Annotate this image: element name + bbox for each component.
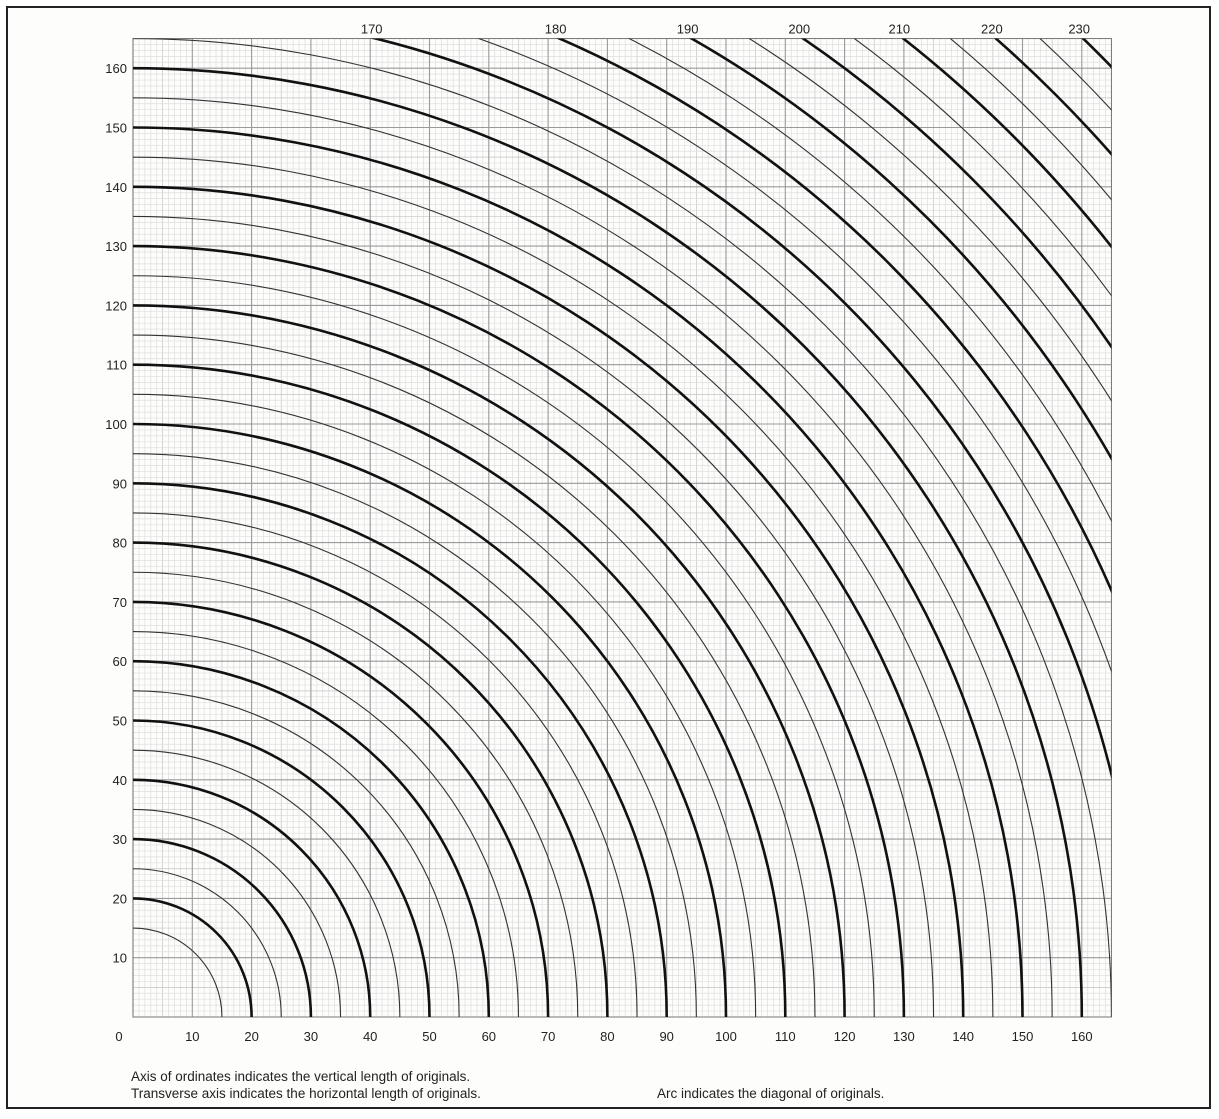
y-tick-label: 20 bbox=[113, 891, 127, 906]
minor-arc bbox=[133, 808, 342, 1018]
major-arc bbox=[800, 38, 1112, 350]
x-tick-label: 40 bbox=[363, 1029, 377, 1044]
x-tick-label: 50 bbox=[422, 1029, 436, 1044]
minor-arc bbox=[133, 571, 579, 1018]
major-arc bbox=[370, 38, 1112, 780]
x-tick-label: 120 bbox=[834, 1029, 856, 1044]
minor-arc bbox=[133, 215, 935, 1018]
major-arc bbox=[1081, 38, 1112, 69]
major-arc bbox=[133, 126, 1024, 1018]
y-tick-label: 70 bbox=[113, 595, 127, 610]
annotation-ordinates: Axis of ordinates indicates the vertical… bbox=[131, 1069, 471, 1084]
major-arc bbox=[688, 38, 1112, 462]
y-tick-label: 80 bbox=[113, 536, 127, 551]
annotation-arc: Arc indicates the diagonal of originals. bbox=[657, 1086, 885, 1101]
arc-label: 170 bbox=[361, 22, 383, 37]
arc-labels: 170 180 190 200 210 220 230 bbox=[361, 22, 1090, 37]
major-arc bbox=[133, 837, 313, 1018]
minor-arc bbox=[133, 690, 460, 1018]
arc-label: 210 bbox=[888, 22, 910, 37]
x-tick-label: 110 bbox=[775, 1029, 796, 1044]
y-tick-label: 10 bbox=[113, 951, 127, 966]
arc-label: 190 bbox=[677, 22, 699, 37]
major-arc bbox=[133, 719, 431, 1018]
x-tick-label: 140 bbox=[952, 1029, 974, 1044]
y-tick-label: 50 bbox=[113, 714, 127, 729]
major-arc bbox=[133, 659, 491, 1018]
x-tick-label: 160 bbox=[1071, 1029, 1093, 1044]
major-arc bbox=[901, 38, 1112, 249]
minor-arc bbox=[133, 156, 994, 1018]
y-tick-label: 160 bbox=[105, 61, 127, 76]
arcs-group bbox=[133, 38, 1112, 1018]
y-tick-labels: 10 20 30 40 50 60 70 80 90 100 110 120 130 140 150 160 bbox=[105, 61, 127, 966]
y-tick-label: 130 bbox=[105, 239, 127, 254]
arc-label: 230 bbox=[1068, 22, 1090, 37]
major-arc bbox=[133, 600, 550, 1018]
major-arc bbox=[133, 422, 728, 1018]
y-tick-label: 120 bbox=[105, 298, 127, 313]
major-arc bbox=[133, 897, 253, 1018]
x-tick-label: 100 bbox=[715, 1029, 737, 1044]
minor-arc bbox=[133, 275, 875, 1018]
x-tick-label: 130 bbox=[893, 1029, 915, 1044]
y-tick-label: 100 bbox=[105, 417, 127, 432]
x-tick-label: 80 bbox=[600, 1029, 614, 1044]
major-arc bbox=[133, 778, 372, 1018]
x-tick-labels: 0 10 20 30 40 50 60 70 80 90 100 110 120 130 140 150 160 bbox=[115, 1029, 1092, 1044]
major-arc bbox=[133, 185, 965, 1018]
major-arc bbox=[133, 66, 1084, 1018]
minor-arc bbox=[133, 97, 1053, 1018]
arc-label: 200 bbox=[788, 22, 810, 37]
plot-border bbox=[132, 38, 1112, 1018]
x-tick-label: 60 bbox=[482, 1029, 496, 1044]
minor-arc bbox=[133, 453, 697, 1018]
y-tick-label: 110 bbox=[106, 358, 127, 373]
major-grid bbox=[132, 38, 1112, 1018]
minor-arc bbox=[133, 393, 757, 1018]
minor-arc bbox=[133, 334, 816, 1018]
minor-arc bbox=[133, 749, 401, 1018]
major-arc bbox=[133, 244, 906, 1018]
x-tick-label: 20 bbox=[244, 1029, 258, 1044]
minor-arc bbox=[949, 38, 1112, 201]
x-tick-label: 70 bbox=[541, 1029, 555, 1044]
minor-arc bbox=[627, 38, 1112, 523]
minor-arc bbox=[1039, 38, 1112, 111]
y-tick-label: 140 bbox=[105, 180, 127, 195]
arc-label: 220 bbox=[981, 22, 1003, 37]
major-arc bbox=[556, 38, 1112, 594]
x-tick-label: 0 bbox=[115, 1029, 122, 1044]
annotation-transverse: Transverse axis indicates the horizontal… bbox=[131, 1086, 481, 1101]
major-arc bbox=[133, 482, 668, 1018]
minor-arc bbox=[748, 38, 1112, 402]
minor-arc bbox=[133, 927, 223, 1018]
x-tick-label: 10 bbox=[185, 1029, 199, 1044]
arc-label: 180 bbox=[545, 22, 567, 37]
x-tick-label: 30 bbox=[304, 1029, 318, 1044]
y-tick-label: 30 bbox=[113, 832, 127, 847]
major-arc bbox=[993, 38, 1112, 157]
y-tick-label: 40 bbox=[113, 773, 127, 788]
x-tick-label: 90 bbox=[659, 1029, 673, 1044]
minor-arc bbox=[133, 868, 282, 1018]
minor-arc bbox=[133, 631, 519, 1018]
y-tick-label: 60 bbox=[113, 654, 127, 669]
x-tick-label: 150 bbox=[1012, 1029, 1034, 1044]
major-arc bbox=[133, 541, 609, 1018]
minor-arc bbox=[133, 512, 638, 1018]
y-tick-label: 150 bbox=[105, 121, 127, 136]
minor-arc bbox=[477, 38, 1112, 673]
minor-arc bbox=[133, 38, 1112, 1018]
minor-arc bbox=[853, 38, 1112, 297]
y-tick-label: 90 bbox=[113, 476, 127, 491]
major-arc bbox=[133, 304, 846, 1018]
major-arc bbox=[133, 363, 787, 1018]
